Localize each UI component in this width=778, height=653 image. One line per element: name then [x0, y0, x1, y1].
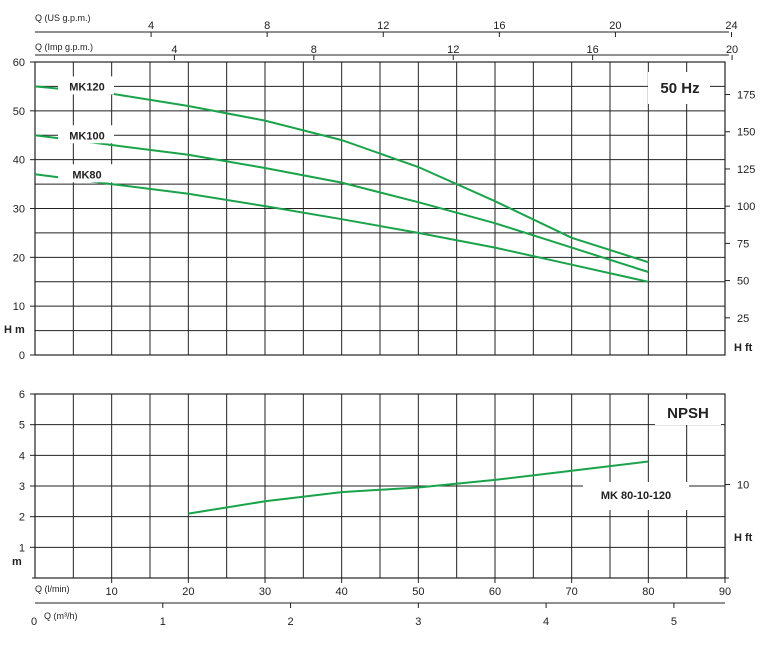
head-chart-grid [30, 31, 733, 356]
lmin-axis-label: Q (l/min) [35, 584, 70, 594]
imp-gpm-tick-label: 16 [587, 44, 599, 56]
us-gpm-tick-label: 8 [264, 20, 270, 32]
head-chart-title: 50 Hz [660, 80, 699, 97]
series-label-box [58, 125, 114, 144]
series-label-mk120: MK120 [69, 81, 104, 93]
lmin-tick-label: 10 [106, 586, 118, 598]
imp-gpm-tick-label: 4 [171, 44, 177, 56]
npsh-y-tick-label: 5 [19, 420, 25, 432]
m3h-tick-label: 5 [671, 616, 677, 628]
lmin-tick-label: 60 [489, 586, 501, 598]
m3h-axis-label: Q (m³/h) [44, 611, 78, 621]
head-y-axis-label: H m [4, 324, 25, 336]
y-tick-label: 30 [13, 204, 25, 216]
us-gpm-tick-label: 24 [725, 20, 737, 32]
y-tick-label: 40 [13, 155, 25, 167]
imp-gpm-axis-label: Q (Imp g.p.m.) [35, 42, 93, 52]
npsh-y-tick-label: 4 [19, 450, 25, 462]
m3h-tick-label: 2 [287, 616, 293, 628]
imp-gpm-tick-label: 12 [447, 44, 459, 56]
npsh-y-axis-label: m [12, 556, 22, 568]
imp-gpm-tick-label: 20 [726, 44, 738, 56]
y2-tick-label: 150 [737, 127, 755, 139]
y-tick-label: 20 [13, 252, 25, 264]
series-label-box [58, 76, 114, 95]
x-origin-label: 0 [31, 616, 37, 628]
y2-tick-label: 75 [737, 238, 749, 250]
y-tick-label: 50 [13, 106, 25, 118]
us-gpm-tick-label: 20 [609, 20, 621, 32]
y2-tick-label: 25 [737, 313, 749, 325]
npsh-series-label: MK 80-10-120 [601, 490, 671, 502]
lmin-tick-label: 90 [719, 586, 731, 598]
lmin-tick-label: 20 [182, 586, 194, 598]
series-label-mk100: MK100 [69, 130, 104, 142]
lmin-tick-label: 50 [412, 586, 424, 598]
lmin-tick-label: 30 [259, 586, 271, 598]
y-tick-label: 10 [13, 301, 25, 313]
npsh-y-tick-label: 2 [19, 512, 25, 524]
imp-gpm-tick-label: 8 [311, 44, 317, 56]
npsh-series-label-box [583, 482, 689, 510]
head-title-box [648, 72, 710, 104]
lmin-tick-label: 40 [336, 586, 348, 598]
series-label-box [58, 164, 114, 183]
series-label-mk80: MK80 [72, 169, 101, 181]
us-gpm-axis-label: Q (US g.p.m.) [35, 13, 91, 23]
npsh-y-tick-label: 1 [19, 542, 25, 554]
npsh-chart-title: NPSH [667, 405, 709, 422]
npsh-y-tick-label: 3 [19, 481, 25, 493]
npsh-y-tick-label: 6 [19, 389, 25, 401]
y2-tick-label: 125 [737, 164, 755, 176]
npsh-y2-tick-label: 10 [737, 480, 749, 492]
y2-tick-label: 50 [737, 276, 749, 288]
lmin-tick-label: 80 [642, 586, 654, 598]
y-tick-label: 0 [19, 350, 25, 362]
m3h-tick-label: 1 [160, 616, 166, 628]
us-gpm-tick-label: 4 [148, 20, 154, 32]
npsh-y2-axis-label: H ft [734, 532, 753, 544]
chart-curves [34, 76, 689, 515]
y-tick-label: 60 [13, 57, 25, 69]
y2-tick-label: 100 [737, 201, 755, 213]
us-gpm-tick-label: 16 [493, 20, 505, 32]
m3h-tick-label: 4 [543, 616, 549, 628]
m3h-tick-label: 3 [415, 616, 421, 628]
us-gpm-tick-label: 12 [377, 20, 389, 32]
y2-tick-label: 175 [737, 90, 755, 102]
lmin-tick-label: 70 [566, 586, 578, 598]
head-y2-axis-label: H ft [734, 342, 753, 354]
npsh-title-box [655, 399, 721, 425]
